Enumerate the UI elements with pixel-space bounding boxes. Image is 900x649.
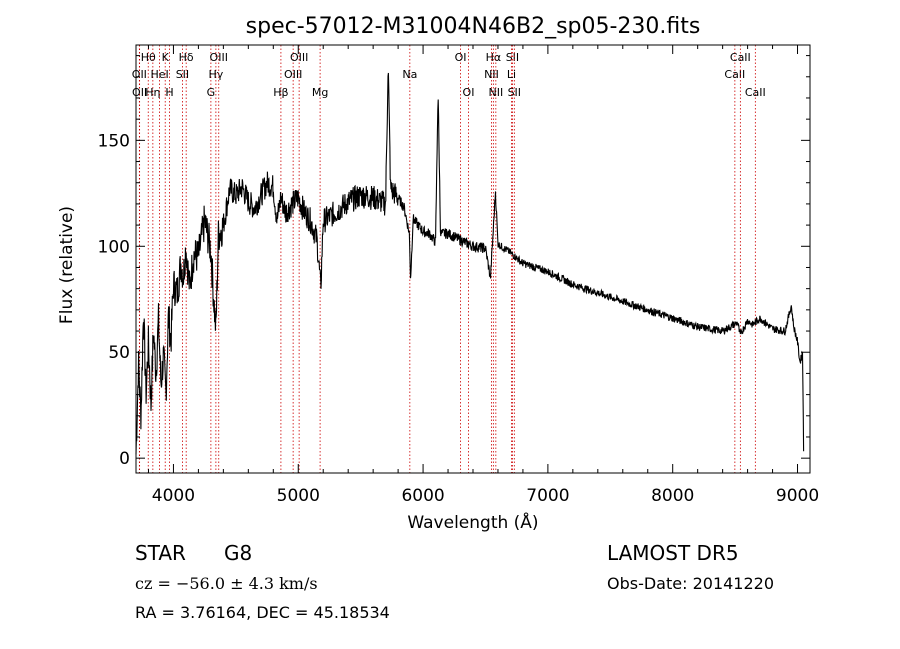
absorption-line-label-11: OIII [210,51,228,64]
absorption-line-label-15: CaII [724,68,745,81]
x-tick-label-0: 4000 [152,486,195,506]
object-class: STAR [135,541,186,565]
y-axis-label: Flux (relative) [57,206,77,324]
absorption-line-label-17: CaII [745,86,766,99]
x-tick-label-1: 5000 [277,486,320,506]
emission-line-label-3: OI [455,51,467,64]
emission-line-label-8: SII [506,51,519,64]
chart-title: spec-57012-M31004N46B2_sp05-230.fits [246,14,701,39]
x-tick-label-5: 9000 [776,486,819,506]
absorption-line-label-6: H [165,86,173,99]
x-tick-label-2: 6000 [401,486,444,506]
absorption-line-label-9: G [207,86,216,99]
emission-line-label-7: NII [488,86,503,99]
absorption-line-label-2: Hθ [141,51,156,64]
spectrum-series [135,72,805,455]
emission-line-label-6: NII [484,68,499,81]
emission-line-label-4: OI [463,86,475,99]
y-tick-label-2: 100 [98,237,130,257]
y-tick-label-1: 50 [108,343,130,363]
absorption-line-label-16: CaII [730,51,751,64]
absorption-line-label-10: Hγ [208,68,223,81]
absorption-line-label-14: Li [507,68,516,81]
emission-line-label-1: OIII [284,68,302,81]
emission-line-label-9: SII [508,86,521,99]
spectrum-line [135,72,805,455]
y-tick-label-0: 0 [119,449,130,469]
x-tick-label-4: 8000 [651,486,694,506]
absorption-line-label-7: SII [176,68,189,81]
object-subclass: G8 [224,541,253,565]
absorption-line-label-4: HeI [150,68,168,81]
y-tick-label-3: 150 [98,131,130,151]
emission-line-label-0: Hβ [273,86,288,99]
absorption-line-label-13: Na [402,68,417,81]
absorption-line-label-3: Hη [145,86,160,99]
observation-date: Obs-Date: 20141220 [607,574,775,593]
x-tick-label-3: 7000 [526,486,569,506]
emission-line-label-5: Hα [486,51,502,64]
emission-line-label-2: OIII [290,51,308,64]
plot-frame [135,44,811,474]
survey-name: LAMOST DR5 [607,541,739,565]
x-axis-label: Wavelength (Å) [407,511,538,533]
axis-ticks: 4000 5000 6000 7000 8000 9000 0 50 100 150 [98,45,819,506]
absorption-line-label-5: K [162,51,170,64]
absorption-line-label-12: Mg [312,86,328,99]
coordinates-readout: RA = 3.76164, DEC = 45.18534 [135,603,390,622]
redshift-readout: cz = −56.0 ± 4.3 km/s [135,574,318,593]
absorption-line-label-8: Hδ [179,51,194,64]
